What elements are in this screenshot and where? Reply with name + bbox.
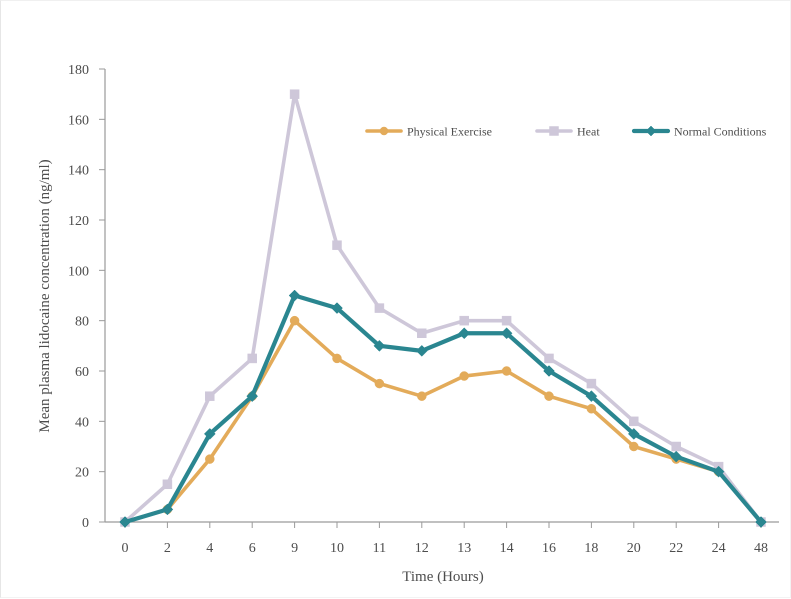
x-tick-label: 12	[415, 541, 429, 556]
x-tick-label: 9	[291, 541, 298, 556]
data-point-circle	[374, 378, 385, 389]
data-point-square	[417, 328, 427, 338]
heat-line	[123, 92, 763, 524]
data-point-circle	[629, 441, 639, 452]
data-point-circle	[205, 454, 215, 464]
legend-item-heat: Heat	[535, 125, 600, 139]
data-point-diamond	[119, 516, 131, 528]
data-point-square	[544, 353, 554, 364]
x-tick-label: 16	[542, 541, 556, 556]
axes	[104, 69, 779, 523]
y-tick-label: 0	[82, 516, 89, 531]
x-tick-label: 48	[754, 541, 768, 556]
data-point-diamond	[288, 289, 301, 302]
x-tick-label: 4	[206, 541, 213, 556]
data-point-square	[332, 240, 342, 250]
legend-label: Physical Exercise	[407, 125, 492, 139]
legend-label: Heat	[577, 125, 600, 139]
data-point-diamond	[161, 503, 174, 516]
y-tick-label: 80	[75, 315, 89, 330]
legend: Physical Exercise Heat Normal Conditions	[365, 125, 767, 139]
legend-item-normal-conditions: Normal Conditions	[631, 125, 767, 139]
data-point-circle	[332, 353, 342, 364]
data-point-diamond	[627, 428, 640, 440]
data-point-diamond	[755, 516, 767, 528]
y-tick-label: 100	[68, 264, 89, 279]
data-point-circle	[289, 315, 300, 326]
x-tick-label: 2	[164, 541, 171, 556]
data-point-diamond	[415, 345, 428, 357]
legend-item-physical-exercise: Physical Exercise	[365, 125, 492, 139]
y-tick-label: 180	[68, 63, 89, 78]
data-point-circle	[544, 391, 554, 401]
data-point-circle	[501, 366, 512, 376]
data-point-circle	[459, 371, 469, 381]
physical-exercise-line	[123, 318, 763, 524]
data-point-square	[671, 441, 681, 452]
series-layer	[119, 89, 767, 528]
legend-diamond-marker	[645, 125, 657, 137]
data-point-diamond	[585, 390, 598, 403]
data-point-square	[459, 315, 469, 326]
series-normal-conditions	[119, 289, 767, 528]
legend-square-marker	[549, 126, 559, 136]
data-point-square	[289, 89, 300, 99]
series-heat	[120, 89, 766, 527]
x-tick-label: 20	[627, 541, 641, 556]
legend-circle-marker	[379, 126, 389, 136]
data-point-diamond	[246, 390, 259, 403]
y-axis-title: Mean plasma lidocaine concentration (ng/…	[37, 159, 53, 432]
data-point-circle	[586, 404, 597, 414]
data-point-square	[205, 391, 215, 401]
data-point-square	[629, 416, 639, 427]
y-tick-label: 160	[68, 113, 89, 128]
x-tick-label: 14	[500, 541, 514, 556]
data-point-circle	[417, 391, 427, 401]
data-point-diamond	[373, 339, 386, 352]
data-point-diamond	[500, 327, 513, 340]
normal-conditions-line	[122, 293, 764, 525]
data-point-diamond	[458, 327, 471, 340]
x-tick-label: 13	[457, 541, 471, 556]
x-tick-label: 18	[584, 541, 598, 556]
data-point-diamond	[543, 365, 555, 377]
x-tick-label: 10	[330, 541, 344, 556]
data-point-square	[162, 479, 173, 489]
data-point-diamond	[670, 450, 683, 463]
y-tick-label: 20	[75, 466, 89, 481]
y-tick-label: 60	[75, 365, 89, 380]
legend-label: Normal Conditions	[674, 125, 767, 139]
data-point-diamond	[203, 428, 216, 440]
x-tick-label: 24	[712, 541, 726, 556]
data-point-square	[374, 303, 385, 313]
x-tick-label: 0	[122, 541, 129, 556]
x-tick-label: 11	[373, 541, 386, 556]
y-tick-label: 40	[75, 415, 89, 430]
data-point-diamond	[712, 465, 725, 478]
x-axis-title: Time (Hours)	[402, 569, 484, 585]
series-physical-exercise	[120, 315, 766, 527]
data-point-square	[247, 353, 257, 364]
y-tick-label: 120	[68, 214, 89, 229]
x-tick-label: 22	[669, 541, 683, 556]
data-point-diamond	[331, 302, 343, 314]
data-point-square	[586, 378, 597, 389]
y-tick-label: 140	[68, 164, 89, 179]
data-point-square	[501, 315, 512, 326]
x-tick-label: 6	[249, 541, 256, 556]
